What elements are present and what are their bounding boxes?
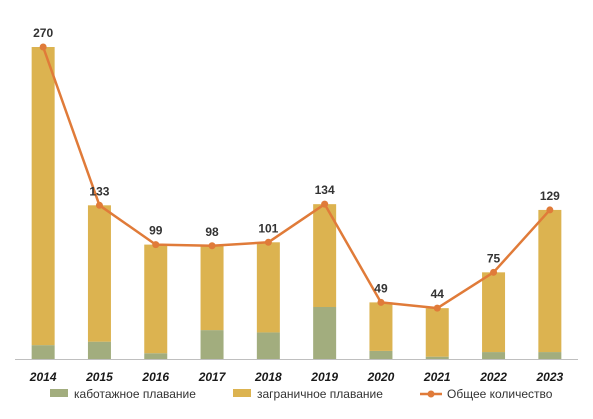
legend-item-3: Общее количество [420,387,553,401]
labels-layer: 270 133 99 98 101 134 49 44 75 129 [33,26,560,301]
x-tick-label-2020: 2020 [367,370,395,384]
legend-label: заграничное плавание [257,387,383,401]
legend-item-2: заграничное плавание [233,387,383,401]
total-point-2021 [433,304,441,312]
data-label-2023: 129 [540,189,560,203]
x-tick-label-2021: 2021 [423,370,451,384]
x-tick-label-2014: 2014 [29,370,57,384]
bar-cabotage-2022 [482,352,506,359]
bar-foreign-2020 [369,302,393,351]
bar-foreign-2016 [144,244,168,354]
bar-cabotage-2014 [31,345,55,359]
line-layer [39,43,554,312]
bar-cabotage-2016 [144,353,168,359]
bar-foreign-2023 [538,209,562,353]
legend: каботажное плавание заграничное плавание О… [50,387,553,401]
bar-cabotage-2021 [425,356,449,359]
total-point-2017 [208,242,216,250]
bar-cabotage-2017 [200,330,224,359]
total-point-2020 [377,298,385,306]
x-tick-label-2023: 2023 [535,370,563,384]
legend-swatch [233,389,251,397]
bar-foreign-2019 [313,204,337,307]
x-tick-label-2022: 2022 [479,370,507,384]
total-point-2018 [264,238,272,246]
data-label-2015: 133 [89,184,109,198]
bar-foreign-2014 [31,47,55,346]
data-label-2014: 270 [33,26,53,40]
bars-layer [31,47,562,359]
bar-foreign-2021 [425,308,449,357]
legend-label: каботажное плавание [74,387,196,401]
bar-foreign-2017 [200,245,224,331]
total-point-2019 [321,200,329,208]
bar-cabotage-2015 [87,341,111,359]
data-label-2018: 101 [258,221,278,235]
data-label-2017: 98 [205,225,219,239]
bar-foreign-2018 [256,242,280,333]
x-tick-label-2017: 2017 [198,370,227,384]
bar-foreign-2022 [482,272,506,353]
legend-swatch-marker [427,390,435,398]
data-label-2021: 44 [431,287,445,301]
total-line [41,46,551,310]
x-tick-label-2019: 2019 [310,370,338,384]
legend-label: Общее количество [447,387,553,401]
total-point-2015 [95,201,103,209]
total-point-2022 [490,268,498,276]
total-point-2023 [546,206,554,214]
total-point-2016 [152,241,160,249]
data-label-2020: 49 [374,281,388,295]
data-label-2019: 134 [315,183,335,197]
bar-foreign-2015 [87,205,111,342]
legend-swatch [50,389,68,397]
axis-layer: 2014 2015 2016 2017 2018 2019 2020 2021 2022 2023 [15,359,578,384]
total-point-2014 [39,43,47,51]
x-tick-label-2016: 2016 [141,370,169,384]
data-label-2016: 99 [149,224,163,238]
x-tick-label-2015: 2015 [85,370,113,384]
bar-cabotage-2023 [538,352,562,359]
x-tick-label-2018: 2018 [254,370,282,384]
legend-item-1: каботажное плавание [50,387,196,401]
bar-cabotage-2020 [369,350,393,359]
data-label-2022: 75 [487,251,501,265]
bar-cabotage-2018 [256,332,280,359]
bar-cabotage-2019 [313,307,337,359]
